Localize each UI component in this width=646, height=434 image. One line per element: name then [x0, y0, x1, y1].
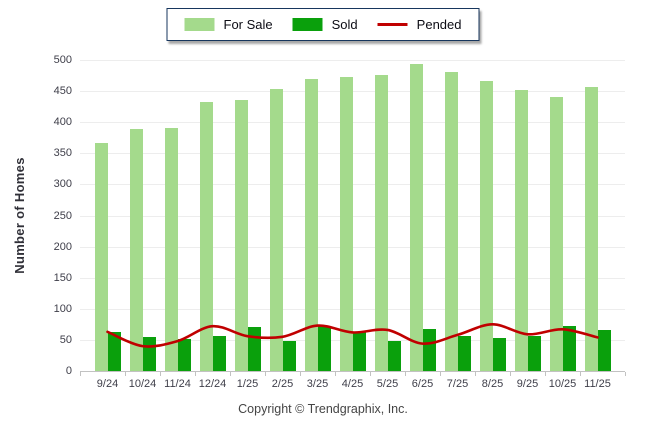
- gridline-150: [80, 277, 625, 279]
- y-tick-label-100: 100: [53, 302, 72, 315]
- sold-bar-7/25: [457, 335, 471, 371]
- x-tick-label-12/24: 12/24: [198, 378, 227, 390]
- gridline-400: [80, 122, 625, 124]
- sold-bar-3/25: [317, 325, 331, 371]
- y-tick-label-150: 150: [53, 271, 72, 284]
- for-sale-bar-10/25: [549, 96, 563, 371]
- x-tick-label-9/25: 9/25: [516, 378, 539, 390]
- y-tick-label-350: 350: [53, 147, 72, 160]
- for-sale-bar-11/24: [164, 127, 178, 371]
- gridline-500: [80, 60, 625, 61]
- plot-area: 0 50 100 150 200 250 300 350 400 450 500 9/24 10/24 1…: [54, 54, 626, 390]
- sold-bar-2/25: [282, 340, 296, 371]
- y-tick-label-300: 300: [53, 178, 72, 191]
- y-tick-label-50: 50: [59, 333, 72, 346]
- y-tick-label-200: 200: [53, 240, 72, 253]
- x-tick-label-8/25: 8/25: [481, 378, 504, 390]
- sold-bar-11/24: [177, 339, 191, 371]
- sold-bar-11/25: [597, 329, 611, 371]
- sold-bar-1/25: [247, 327, 261, 371]
- x-axis-tick: [230, 372, 231, 376]
- sold-bar-6/25: [422, 329, 436, 371]
- chart-legend: For Sale Sold Pended: [166, 8, 480, 41]
- sold-bar-10/25: [562, 326, 576, 371]
- x-axis-tick: [370, 372, 371, 376]
- sold-bar-5/25: [387, 341, 401, 371]
- x-axis-tick: [195, 372, 196, 376]
- for-sale-bar-7/25: [444, 71, 458, 371]
- y-tick-label-0: 0: [65, 365, 72, 377]
- x-axis-tick: [625, 372, 626, 376]
- x-axis-tick: [300, 372, 301, 376]
- for-sale-bar-11/25: [584, 87, 598, 371]
- legend-swatch-for-sale-icon: [184, 18, 215, 31]
- x-tick-label-10/24: 10/24: [128, 378, 157, 390]
- legend-item-sold: Sold: [292, 17, 358, 32]
- for-sale-bar-1/25: [234, 99, 248, 371]
- legend-swatch-sold-icon: [292, 18, 323, 31]
- y-axis-title: Number of Homes: [12, 157, 27, 274]
- y-tick-label-250: 250: [53, 209, 72, 222]
- x-tick-label-2/25: 2/25: [271, 378, 294, 390]
- x-tick-label-9/24: 9/24: [96, 378, 119, 390]
- for-sale-bar-9/24: [94, 143, 108, 371]
- for-sale-bar-10/24: [129, 129, 143, 371]
- x-axis-tick: [440, 372, 441, 376]
- x-axis-tick: [475, 372, 476, 376]
- sold-bar-8/25: [492, 338, 506, 371]
- for-sale-bar-4/25: [339, 77, 353, 371]
- copyright-text: Copyright © Trendgraphix, Inc.: [238, 402, 408, 416]
- x-tick-label-1/25: 1/25: [236, 378, 259, 390]
- x-axis-tick: [125, 372, 126, 376]
- for-sale-bar-6/25: [409, 64, 423, 371]
- x-tick-label-6/25: 6/25: [411, 378, 434, 390]
- x-axis-tick: [80, 372, 81, 376]
- legend-swatch-pended-icon: [377, 23, 408, 26]
- x-axis-tick: [335, 372, 336, 376]
- legend-item-pended: Pended: [377, 17, 462, 32]
- x-tick-label-3/25: 3/25: [306, 378, 329, 390]
- x-axis-tick: [265, 372, 266, 376]
- x-axis-tick: [405, 372, 406, 376]
- sold-bar-9/25: [527, 336, 541, 371]
- gridline-450: [80, 91, 625, 93]
- for-sale-bar-5/25: [374, 74, 388, 371]
- x-axis-tick: [545, 372, 546, 376]
- gridline-300: [80, 184, 625, 186]
- sold-bar-10/24: [142, 336, 156, 371]
- for-sale-bar-8/25: [479, 80, 493, 371]
- legend-label-sold: Sold: [331, 17, 358, 32]
- sold-bar-12/24: [212, 335, 226, 371]
- x-tick-label-4/25: 4/25: [341, 378, 364, 390]
- legend-label-for-sale: For Sale: [223, 17, 273, 32]
- x-tick-label-11/25: 11/25: [584, 378, 611, 390]
- sold-bar-9/24: [107, 332, 121, 371]
- gridline-250: [80, 215, 625, 217]
- gridline-350: [80, 153, 625, 155]
- gridline-100: [80, 308, 625, 310]
- x-tick-label-7/25: 7/25: [446, 378, 469, 390]
- x-axis-tick: [510, 372, 511, 376]
- x-tick-label-11/24: 11/24: [164, 378, 191, 390]
- y-tick-label-400: 400: [53, 116, 72, 129]
- x-tick-label-10/25: 10/25: [548, 378, 577, 390]
- sold-bar-4/25: [352, 332, 366, 371]
- gridline-200: [80, 246, 625, 248]
- for-sale-bar-2/25: [269, 89, 283, 371]
- x-axis-tick: [160, 372, 161, 376]
- for-sale-bar-9/25: [514, 89, 528, 371]
- legend-label-pended: Pended: [416, 17, 462, 32]
- x-tick-label-5/25: 5/25: [376, 378, 399, 390]
- for-sale-bar-3/25: [304, 79, 318, 371]
- y-tick-label-450: 450: [53, 85, 72, 98]
- x-axis-tick: [580, 372, 581, 376]
- y-tick-label-500: 500: [53, 54, 72, 66]
- legend-item-for-sale: For Sale: [184, 17, 273, 32]
- for-sale-bar-12/24: [199, 101, 213, 371]
